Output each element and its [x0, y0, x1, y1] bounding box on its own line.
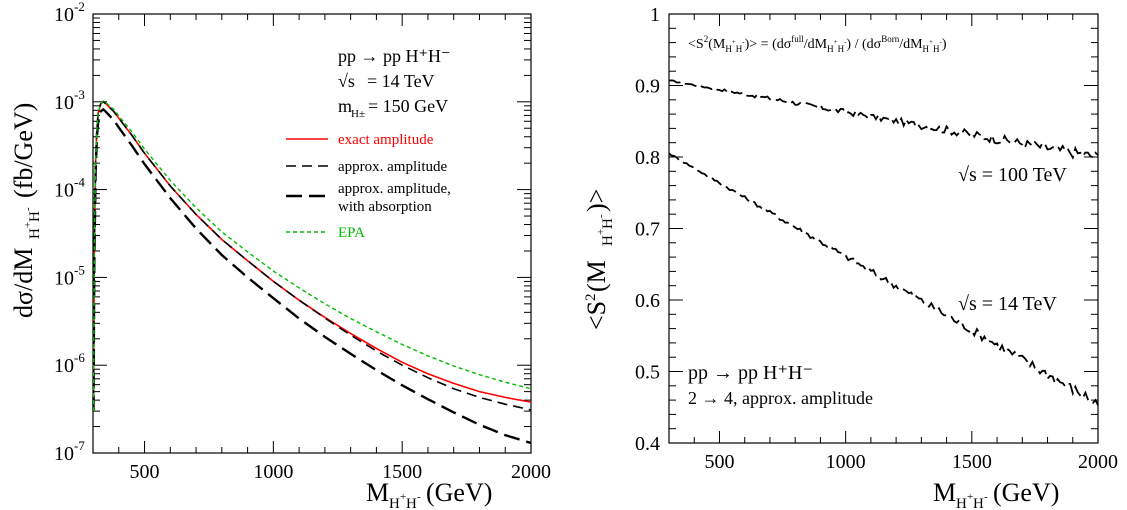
right-y-tick-label: 0.6 [635, 290, 660, 312]
left-ylabel-h2: H [27, 211, 43, 222]
left-energy-label: √s = 14 TeV [338, 71, 435, 91]
legend-label-exact: exact amplitude [338, 132, 434, 148]
left-ylabel-plus: + [22, 222, 34, 228]
left-y-tick-exponent: -7 [74, 438, 85, 453]
left-energy-value: = 14 TeV [367, 71, 435, 91]
right-header-formula: <S2(MH+H-)> = (dσfull/dMH+H-) / (dσBorn/… [688, 34, 947, 54]
right-x-tick-label: 2000 [1078, 451, 1118, 473]
right-x-tick-label: 1000 [826, 451, 866, 473]
legend-label-absorption-2: with absorption [338, 199, 432, 215]
left-y-tick-label: 10 [54, 267, 74, 289]
left-series [92, 100, 532, 445]
left-series-line-3 [92, 100, 532, 412]
left-xlabel-h1: H [389, 496, 400, 510]
left-series-line-1 [92, 100, 532, 412]
left-xlabel-unit: (GeV) [426, 478, 492, 507]
legend-label-absorption-1: approx. amplitude, [338, 181, 451, 197]
right-process-label: pp → pp H⁺H⁻ [688, 362, 813, 384]
right-series-line-1 [668, 152, 1099, 406]
right-xlabel-minus: - [984, 491, 988, 503]
right-xlabel-m: M [933, 478, 956, 507]
right-y-tick-label: 0.4 [635, 433, 660, 455]
right-header-text: <S2(MH+H-)> = (dσfull/dMH+H-) / (dσBorn/… [688, 34, 947, 54]
right-y-tick-label: 0.8 [635, 147, 660, 169]
left-series-line-2 [92, 107, 532, 445]
left-y-tick-exponent: -2 [74, 0, 85, 14]
right-ylabel-plus: + [595, 229, 607, 235]
legend-label-approx: approx. amplitude [338, 159, 447, 175]
left-ylabel-main: dσ/dM [9, 248, 38, 318]
right-series-line-0 [668, 79, 1099, 160]
left-chart: 500 1000 1500 200010-710-610-510-410-310-2 … [9, 0, 551, 510]
right-ylabel-sup: 2 [583, 294, 599, 302]
right-xlabel-unit: (GeV) [993, 478, 1059, 507]
right-approx-label: 2 → 4, approx. amplitude [688, 388, 873, 408]
left-mass-sub: H± [351, 108, 365, 120]
left-y-tick-exponent: -3 [74, 87, 85, 102]
right-y-tick-label: 0.7 [635, 219, 660, 241]
left-x-tick-label: 1000 [253, 461, 293, 483]
left-energy-root: √s [338, 71, 355, 91]
right-label-100tev: √s = 100 TeV [958, 164, 1067, 186]
right-y-axis-title: <S 2 (M H + H - )> [582, 189, 616, 330]
left-series-line-0 [92, 100, 532, 412]
left-ylabel-minus: - [22, 207, 34, 211]
right-ylabel-h2: H [600, 218, 616, 229]
right-ylabel-s: <S [582, 301, 611, 330]
right-ylabel-minus: - [595, 214, 607, 218]
left-y-tick-label: 10 [54, 4, 74, 26]
left-xlabel-minus: - [417, 491, 421, 503]
left-y-tick-exponent: -5 [74, 262, 85, 277]
right-xlabel-h1: H [956, 496, 967, 510]
left-xlabel-plus: + [400, 491, 406, 503]
right-x-tick-label: 1500 [952, 451, 992, 473]
left-mass-label: m H± = 150 GeV [338, 96, 448, 120]
left-ylabel-unit: (fb/GeV) [9, 103, 38, 198]
left-x-tick-label: 500 [130, 461, 160, 483]
left-plot-frame [92, 13, 532, 454]
right-y-tick-label: 0.5 [635, 362, 660, 384]
left-y-tick-label: 10 [54, 355, 74, 377]
left-xlabel-h2: H [406, 496, 417, 510]
left-x-tick-label: 2000 [511, 461, 551, 483]
right-xlabel-plus: + [967, 491, 973, 503]
left-y-tick-label: 10 [54, 180, 74, 202]
left-y-tick-exponent: -6 [74, 350, 85, 365]
right-series [668, 79, 1099, 406]
legend-label-epa: EPA [338, 225, 365, 241]
left-y-tick-exponent: -4 [74, 175, 85, 190]
left-x-axis-title: M H + H - (GeV) [366, 478, 492, 510]
right-label-14tev: √s = 14 TeV [958, 293, 1057, 315]
right-x-axis-title: M H + H - (GeV) [933, 478, 1059, 510]
left-mass-value: = 150 GeV [368, 96, 448, 116]
right-ylabel-mid: (M [582, 260, 611, 292]
left-xlabel-m: M [366, 478, 389, 507]
right-ylabel-h1: H [600, 235, 616, 246]
left-ylabel-h1: H [27, 228, 43, 239]
left-x-tick-label: 1500 [382, 461, 422, 483]
left-y-tick-label: 10 [54, 443, 74, 465]
right-y-tick-label: 1 [650, 4, 660, 26]
left-y-axis-title: dσ/dM H + H - (fb/GeV) [9, 103, 43, 318]
left-process-label: pp → pp H⁺H⁻ [338, 46, 451, 66]
right-xlabel-h2: H [973, 496, 984, 510]
left-y-tick-label: 10 [54, 92, 74, 114]
left-mass-m: m [338, 96, 352, 116]
right-ylabel-end: )> [582, 189, 611, 212]
left-legend: exact amplitude approx. amplitude approx… [286, 132, 451, 241]
right-x-tick-label: 500 [704, 451, 734, 473]
right-y-tick-label: 0.9 [635, 76, 660, 98]
right-axes: 500 1000 1500 2000 0.4 0.5 0.6 0.7 0.8 0.9 1 [635, 4, 1118, 473]
